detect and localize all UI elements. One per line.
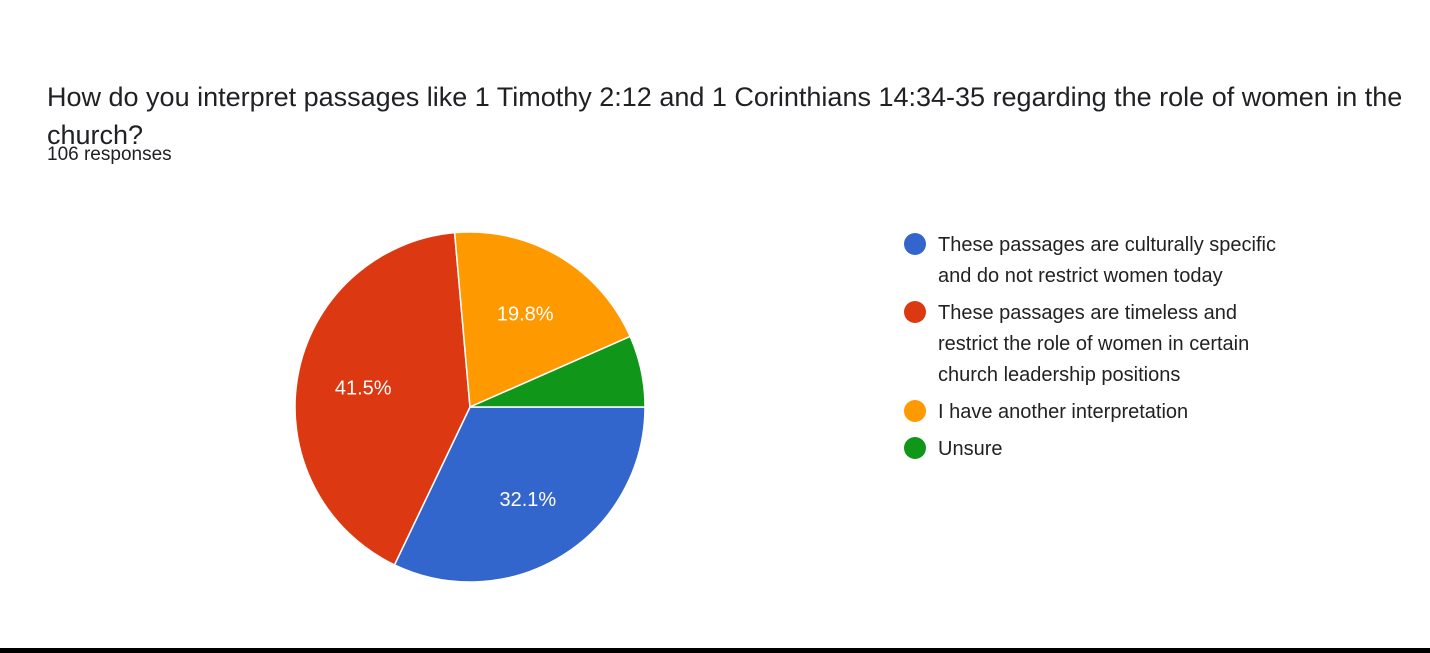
slice-percent-label: 41.5% [335,378,392,400]
bottom-border [0,648,1430,653]
legend-dot-icon [904,233,926,255]
legend-item[interactable]: I have another interpretation [904,397,1324,428]
pie-slice[interactable] [294,231,471,566]
pie-slice[interactable] [453,231,632,409]
legend-label: These passages are culturally specific an… [938,234,1276,287]
response-count: 106 responses [47,144,172,165]
legend-label: Unsure [938,438,1003,460]
legend-item[interactable]: These passages are culturally specific an… [904,230,1324,292]
pie-slice[interactable] [469,335,646,408]
legend-dot-icon [904,301,926,323]
chart-legend: These passages are culturally specific an… [904,230,1324,471]
question-title: How do you interpret passages like 1 Tim… [47,82,1403,150]
legend-item[interactable]: These passages are timeless and restrict … [904,298,1324,391]
pie-slice[interactable] [393,406,646,583]
slice-percent-label: 19.8% [497,304,554,326]
legend-dot-icon [904,400,926,422]
slice-percent-label: 32.1% [499,489,556,511]
legend-dot-icon [904,437,926,459]
legend-label: I have another interpretation [938,401,1189,423]
legend-label: These passages are timeless and restrict … [938,302,1250,386]
legend-item[interactable]: Unsure [904,434,1324,465]
